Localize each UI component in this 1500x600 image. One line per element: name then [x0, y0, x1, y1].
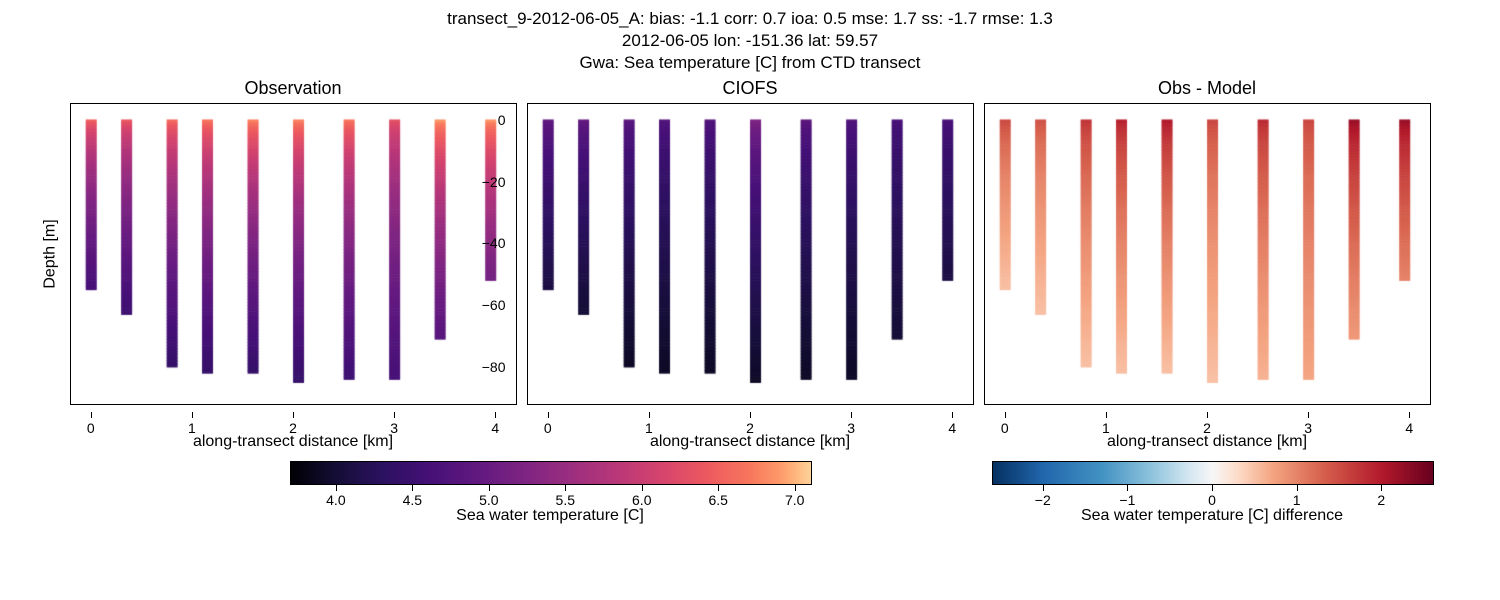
title-line-3: Gwa: Sea temperature [C] from CTD transe… — [0, 52, 1500, 74]
colorbar-tick — [1212, 485, 1213, 491]
colorbar-tick-label: 6.5 — [709, 492, 728, 508]
colorbar-difference: −2 −1 0 1 2Sea water temperature [C] differe… — [992, 461, 1434, 525]
colorbar-tick — [565, 485, 566, 491]
colorbar-tick-label: 4.0 — [326, 492, 345, 508]
x-tick-label: 4 — [948, 420, 956, 436]
panel-title: Obs - Model — [984, 78, 1431, 99]
y-axis-label: Depth [m] — [41, 220, 59, 289]
colorbar-label: Sea water temperature [C] difference — [992, 507, 1432, 525]
colorbar-tick — [412, 485, 413, 491]
colorbar-tick — [1297, 485, 1298, 491]
colorbar-bar — [290, 461, 812, 485]
colorbar-label: Sea water temperature [C] — [290, 507, 810, 525]
panel-ciofs: CIOFS01234along-transect distance [km] — [527, 78, 974, 451]
x-tick — [1106, 412, 1107, 418]
title-line-2: 2012-06-05 lon: -151.36 lat: 59.57 — [0, 30, 1500, 52]
x-tick-label: 1 — [1102, 420, 1110, 436]
x-tick — [750, 412, 751, 418]
x-tick — [1409, 412, 1410, 418]
colorbar-tick-label: 7.0 — [785, 492, 804, 508]
colorbar-tick — [1127, 485, 1128, 491]
y-tick-label: −20 — [482, 174, 506, 190]
x-tick — [495, 412, 496, 418]
y-tick-label: −40 — [482, 235, 506, 251]
y-tick-label: 0 — [498, 112, 506, 128]
colorbar-tick-label: 0 — [1208, 492, 1216, 508]
x-tick-label: 0 — [87, 420, 95, 436]
x-tick-label: 0 — [1001, 420, 1009, 436]
x-tick — [952, 412, 953, 418]
colorbar-tick — [489, 485, 490, 491]
x-tick-label: 1 — [645, 420, 653, 436]
x-tick-label: 3 — [390, 420, 398, 436]
x-tick — [649, 412, 650, 418]
colorbar-tick — [718, 485, 719, 491]
colorbar-tick-label: 4.5 — [403, 492, 422, 508]
panel-title: CIOFS — [527, 78, 974, 99]
x-tick — [1005, 412, 1006, 418]
colorbar-temperature: 4.0 4.5 5.0 5.5 6.0 6.5 7.0Sea water temperatu… — [290, 461, 812, 525]
x-tick — [293, 412, 294, 418]
chart-canvas — [528, 104, 973, 404]
colorbar-tick-label: 5.0 — [479, 492, 498, 508]
y-tick-label: −60 — [482, 297, 506, 313]
colorbar-tick-label: −1 — [1119, 492, 1135, 508]
x-tick-label: 3 — [1304, 420, 1312, 436]
panel-obs-model: Obs - Model01234along-transect distance … — [984, 78, 1431, 451]
panels-row: Observation0−20−40−60−8001234Depth [m]al… — [0, 78, 1500, 451]
x-tick — [1308, 412, 1309, 418]
colorbar-tick-label: 1 — [1293, 492, 1301, 508]
x-tick-label: 2 — [289, 420, 297, 436]
chart-canvas — [985, 104, 1430, 404]
chart-area: 0−20−40−60−8001234Depth [m] — [70, 103, 517, 405]
y-tick-label: −80 — [482, 359, 506, 375]
title-line-1: transect_9-2012-06-05_A: bias: -1.1 corr… — [0, 8, 1500, 30]
x-tick — [91, 412, 92, 418]
figure-titles: transect_9-2012-06-05_A: bias: -1.1 corr… — [0, 0, 1500, 74]
colorbar-bar — [992, 461, 1434, 485]
colorbar-tick — [336, 485, 337, 491]
colorbar-tick — [795, 485, 796, 491]
chart-canvas — [71, 104, 516, 404]
x-tick-label: 4 — [491, 420, 499, 436]
colorbar-tick-label: 5.5 — [556, 492, 575, 508]
colorbar-tick — [642, 485, 643, 491]
colorbar-tick-label: −2 — [1035, 492, 1051, 508]
colorbar-tick — [1381, 485, 1382, 491]
colorbars-row: 4.04.55.05.56.06.57.0Sea water temperatu… — [0, 461, 1500, 525]
x-tick-label: 2 — [1203, 420, 1211, 436]
panel-observation: Observation0−20−40−60−8001234Depth [m]al… — [70, 78, 517, 451]
x-tick — [192, 412, 193, 418]
x-tick-label: 3 — [847, 420, 855, 436]
colorbar-tick — [1043, 485, 1044, 491]
x-tick-label: 0 — [544, 420, 552, 436]
chart-area: 01234 — [527, 103, 974, 405]
colorbar-tick-label: 2 — [1377, 492, 1385, 508]
x-tick — [394, 412, 395, 418]
x-tick — [548, 412, 549, 418]
chart-area: 01234 — [984, 103, 1431, 405]
x-tick-label: 4 — [1405, 420, 1413, 436]
x-tick — [851, 412, 852, 418]
panel-title: Observation — [70, 78, 517, 99]
x-tick-label: 2 — [746, 420, 754, 436]
x-tick — [1207, 412, 1208, 418]
x-tick-label: 1 — [188, 420, 196, 436]
colorbar-tick-label: 6.0 — [632, 492, 651, 508]
